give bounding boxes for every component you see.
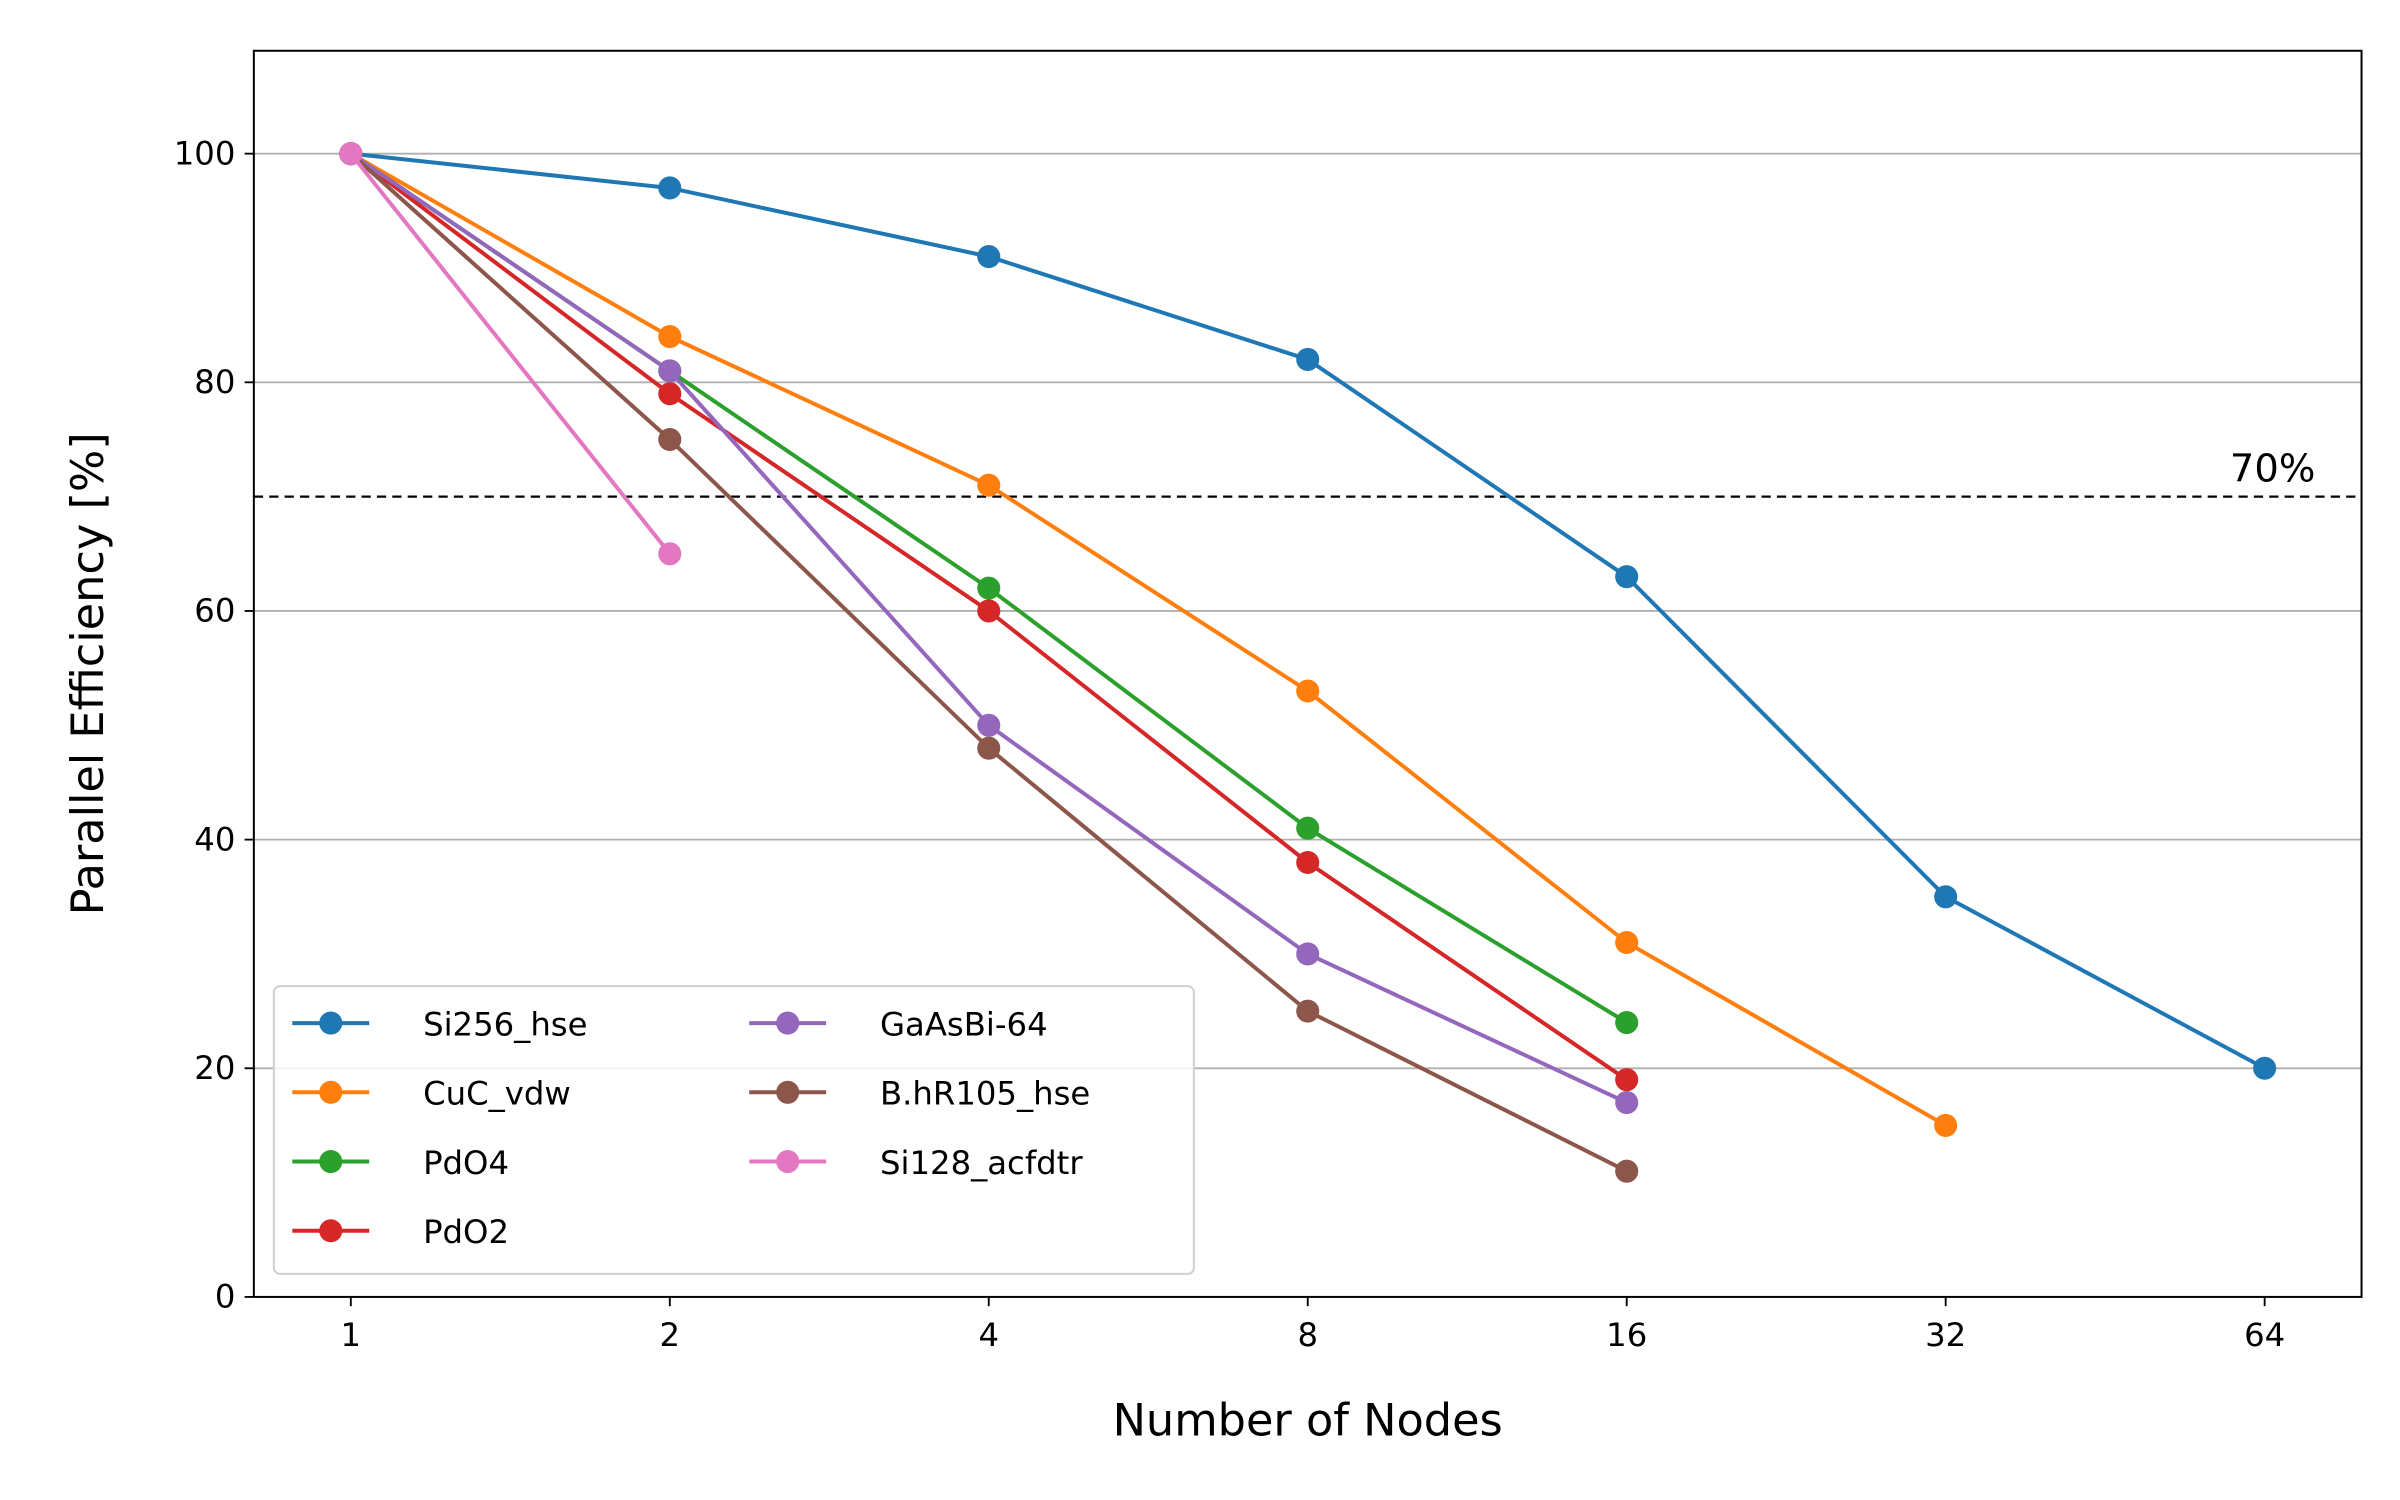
y-tick-label: 80 bbox=[194, 363, 235, 401]
legend-label: B.hR105_hse bbox=[880, 1075, 1090, 1113]
data-point bbox=[977, 736, 1001, 760]
legend-label: PdO2 bbox=[423, 1213, 509, 1251]
series-group bbox=[339, 142, 2277, 1183]
data-point bbox=[1615, 1068, 1639, 1092]
data-point bbox=[977, 473, 1001, 497]
data-point bbox=[658, 542, 682, 566]
data-point bbox=[658, 325, 682, 349]
legend-marker bbox=[776, 1150, 800, 1174]
x-tick-label: 1 bbox=[341, 1316, 362, 1354]
legend-entry: B.hR105_hse bbox=[749, 1075, 1090, 1113]
x-tick-label: 16 bbox=[1606, 1316, 1647, 1354]
legend-entry: GaAsBi-64 bbox=[749, 1005, 1048, 1043]
data-point bbox=[339, 142, 363, 166]
data-point bbox=[1296, 999, 1320, 1023]
y-tick-label: 0 bbox=[215, 1278, 236, 1316]
data-point bbox=[1296, 347, 1320, 371]
y-axis: 0 20 40 60 80 100 bbox=[174, 134, 254, 1316]
data-point bbox=[658, 427, 682, 452]
data-point bbox=[1615, 1159, 1639, 1183]
series-GaAsBi-64 bbox=[339, 142, 1639, 1115]
data-point bbox=[977, 245, 1001, 269]
data-point bbox=[2253, 1056, 2277, 1080]
legend-label: PdO4 bbox=[423, 1144, 509, 1182]
legend-entry: Si128_acfdtr bbox=[749, 1144, 1083, 1182]
legend-marker bbox=[319, 1080, 343, 1104]
y-tick-label: 60 bbox=[194, 592, 235, 630]
data-point bbox=[1296, 850, 1320, 875]
legend-entry: PdO4 bbox=[292, 1144, 509, 1182]
data-point bbox=[977, 576, 1001, 600]
x-axis: 1 2 4 8 16 32 64 bbox=[341, 1296, 2285, 1354]
legend-label: CuC_vdw bbox=[423, 1075, 571, 1113]
series-line bbox=[349, 152, 672, 556]
data-point bbox=[977, 713, 1001, 737]
x-tick-label: 32 bbox=[1925, 1316, 1966, 1354]
x-tick-label: 8 bbox=[1297, 1316, 1318, 1354]
y-tick-label: 100 bbox=[174, 134, 236, 172]
data-point bbox=[658, 382, 682, 406]
series-Si128_acfdtr bbox=[339, 142, 682, 566]
data-point bbox=[1296, 942, 1320, 966]
x-tick-label: 2 bbox=[660, 1316, 681, 1354]
legend-entry: PdO2 bbox=[292, 1213, 509, 1251]
data-point bbox=[1615, 930, 1639, 955]
legend-marker bbox=[319, 1011, 343, 1035]
x-tick-label: 64 bbox=[2244, 1316, 2285, 1354]
grid-lines bbox=[253, 152, 2362, 1070]
y-tick-label: 20 bbox=[194, 1049, 235, 1087]
series-Si256_hse bbox=[339, 142, 2277, 1080]
legend-label: Si256_hse bbox=[423, 1005, 587, 1043]
data-point bbox=[1615, 1011, 1639, 1035]
legend-frame bbox=[272, 985, 1195, 1275]
data-point bbox=[1934, 885, 1958, 909]
x-tick-label: 4 bbox=[978, 1316, 999, 1354]
data-point bbox=[658, 359, 682, 383]
series-PdO4 bbox=[339, 142, 1639, 1035]
series-line bbox=[349, 151, 1947, 1128]
reference-line-label: 70% bbox=[2230, 446, 2315, 491]
y-tick-label: 40 bbox=[194, 820, 235, 858]
legend-entry: Si256_hse bbox=[292, 1005, 588, 1043]
data-point bbox=[658, 176, 682, 200]
data-point bbox=[1296, 679, 1320, 703]
data-point bbox=[977, 599, 1001, 623]
legend-label: Si128_acfdtr bbox=[880, 1144, 1083, 1182]
reference-line-group: 70% bbox=[253, 446, 2362, 498]
data-point bbox=[1615, 1091, 1639, 1115]
data-point bbox=[1934, 1113, 1958, 1137]
legend-label: GaAsBi-64 bbox=[880, 1005, 1048, 1043]
data-point bbox=[1615, 565, 1639, 589]
legend-marker bbox=[776, 1011, 800, 1035]
legend: Si256_hse CuC_vdw PdO4 PdO2 GaAsBi-64 B.hR105… bbox=[272, 985, 1195, 1275]
legend-entry: CuC_vdw bbox=[292, 1075, 571, 1113]
series-PdO2 bbox=[339, 142, 1639, 1092]
data-point bbox=[1296, 816, 1320, 840]
legend-marker bbox=[319, 1219, 343, 1243]
y-axis-label: Parallel Efficiency [%] bbox=[62, 432, 114, 915]
x-axis-label: Number of Nodes bbox=[1113, 1394, 1503, 1446]
legend-marker bbox=[319, 1150, 343, 1174]
legend-marker bbox=[776, 1080, 800, 1104]
